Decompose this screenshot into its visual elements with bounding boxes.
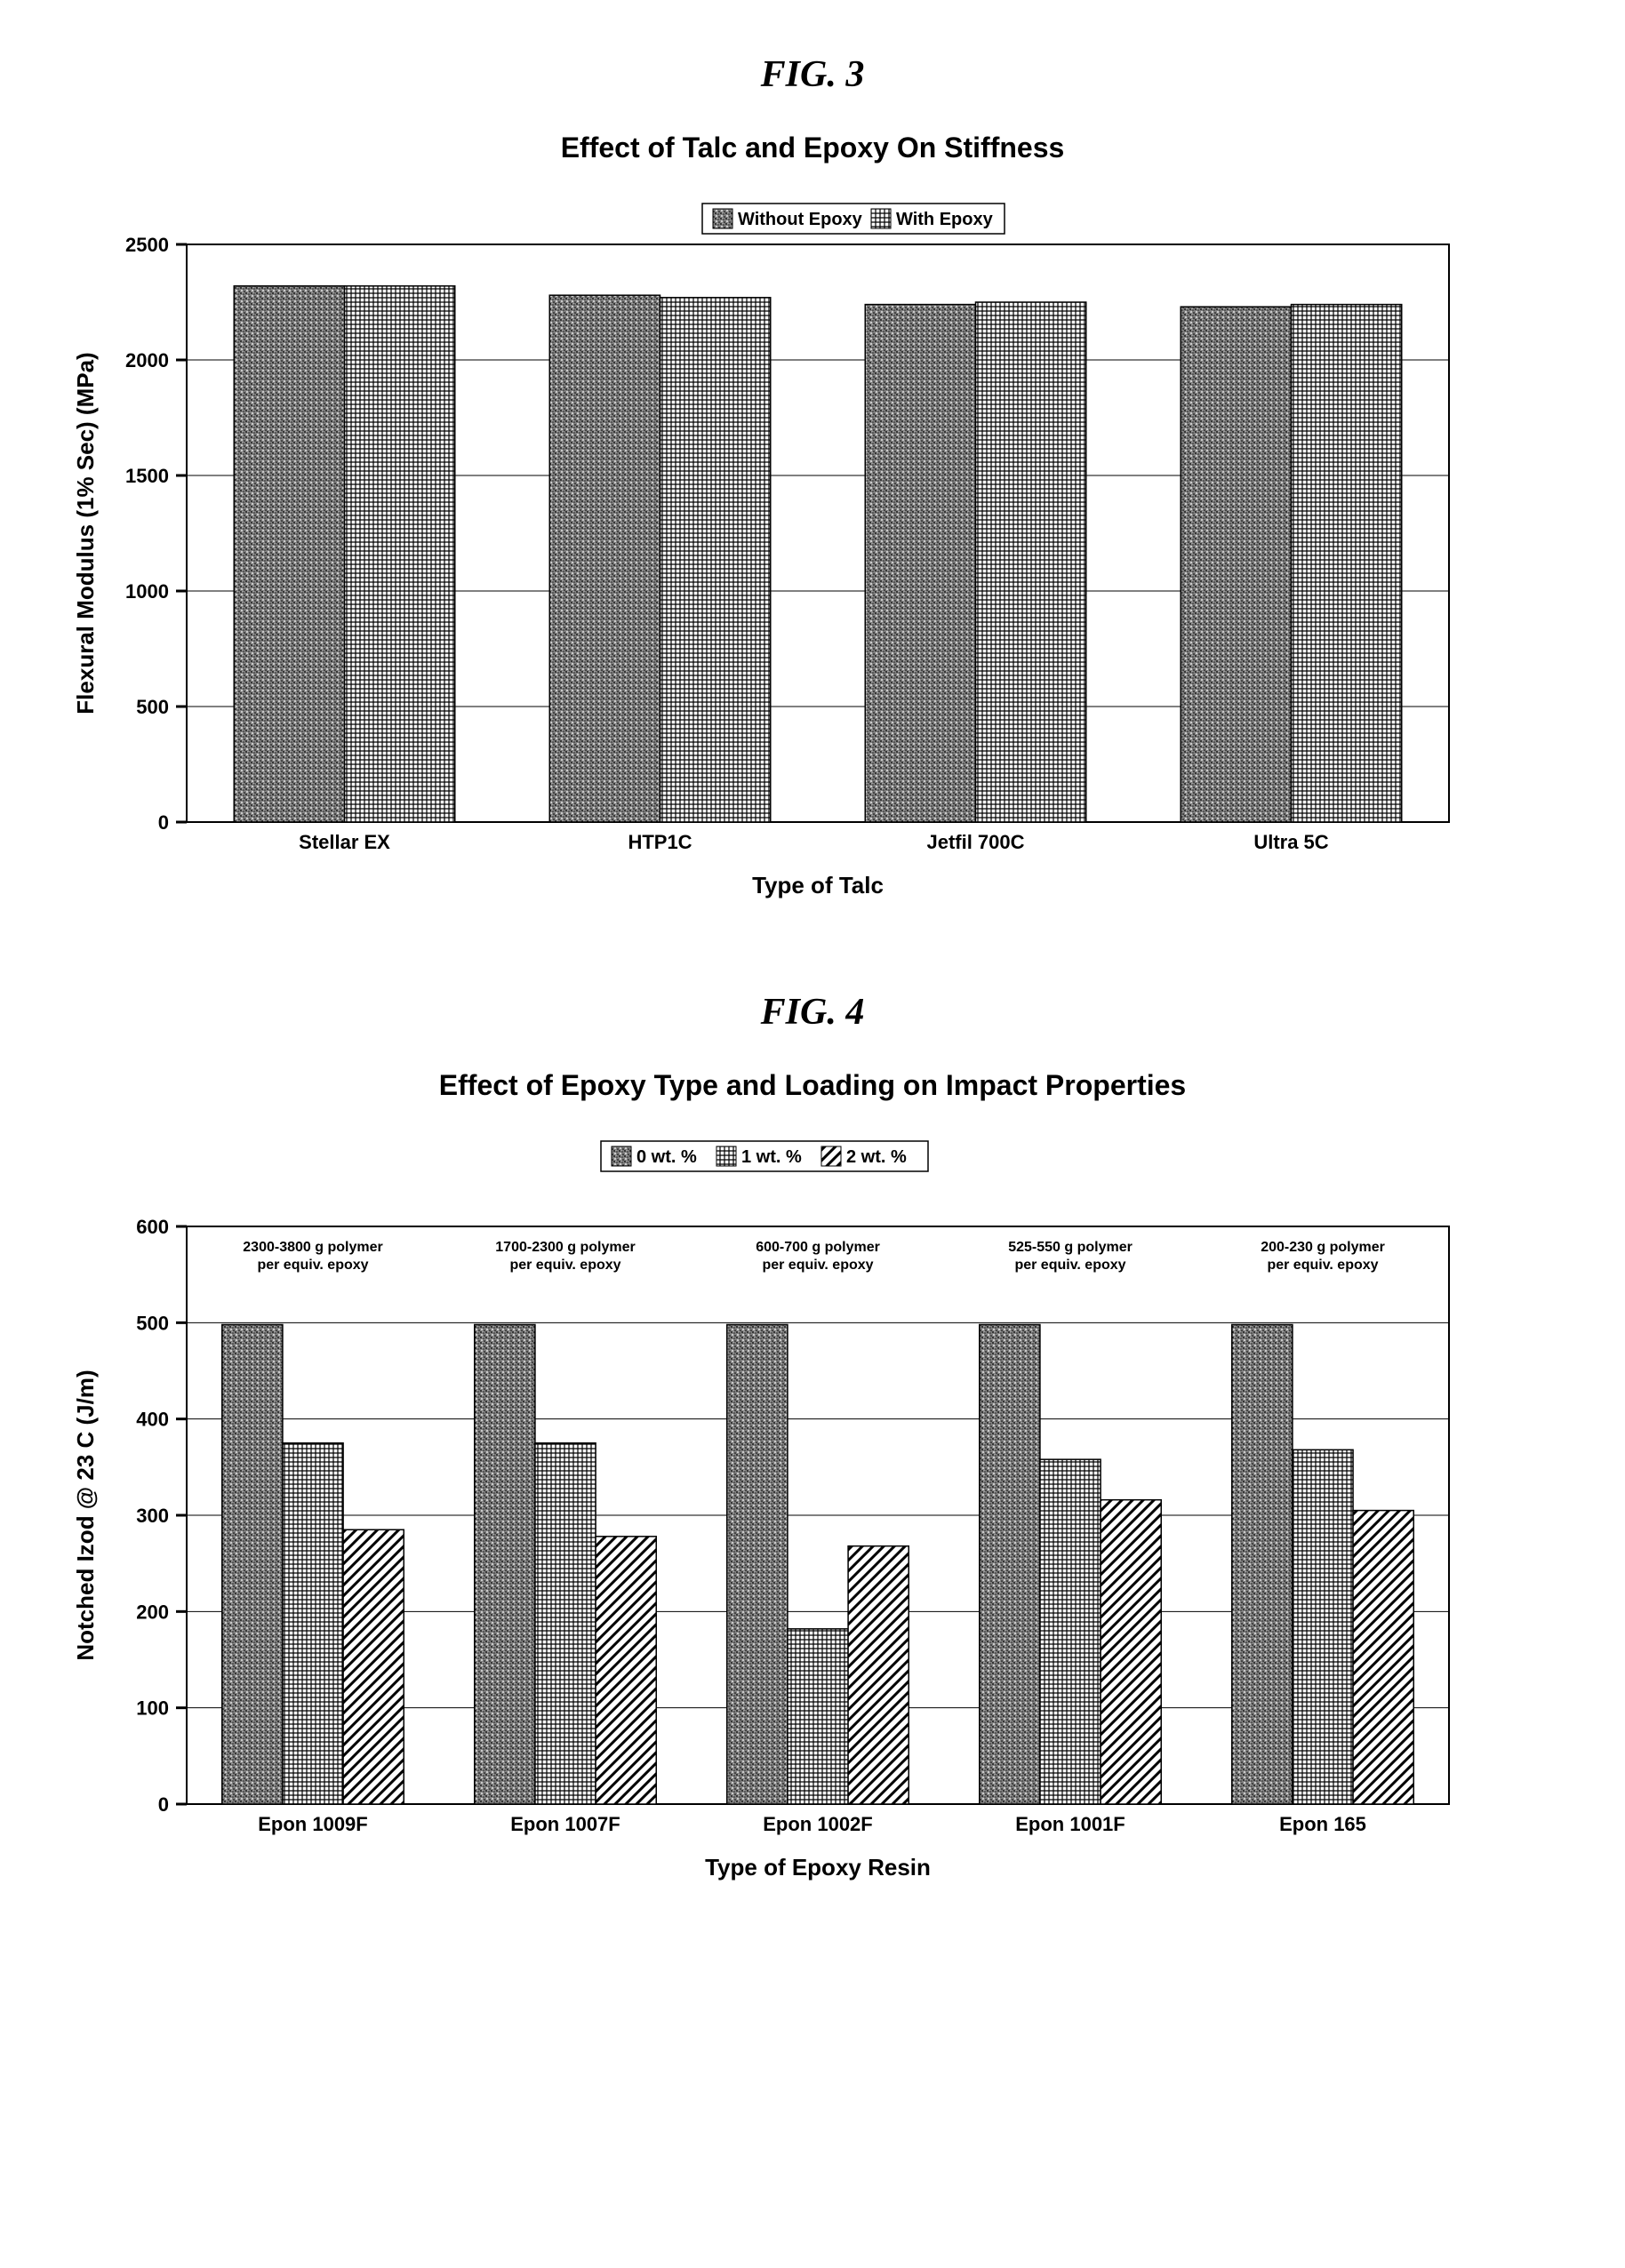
- svg-text:600: 600: [136, 1216, 169, 1238]
- svg-text:300: 300: [136, 1505, 169, 1527]
- bar: [1353, 1511, 1413, 1804]
- legend-label: Without Epoxy: [738, 210, 863, 229]
- bar: [848, 1546, 909, 1804]
- category-label: Jetfil 700C: [926, 831, 1024, 853]
- annotation: 600-700 g polymer: [756, 1240, 880, 1255]
- legend-label: 0 wt. %: [636, 1147, 697, 1167]
- bar: [660, 298, 771, 822]
- legend-label: 1 wt. %: [741, 1147, 802, 1167]
- bar: [475, 1325, 535, 1805]
- category-label: Epon 1001F: [1015, 1813, 1125, 1835]
- x-axis-label: Type of Epoxy Resin: [705, 1854, 931, 1881]
- bar: [1232, 1325, 1293, 1805]
- bar: [788, 1629, 848, 1804]
- bar: [345, 286, 455, 822]
- category-label: Epon 165: [1279, 1813, 1366, 1835]
- y-axis-label: Flexural Modulus (1% Sec) (MPa): [72, 352, 99, 714]
- x-axis-label: Type of Talc: [752, 872, 884, 898]
- bar: [1040, 1459, 1101, 1804]
- category-label: Epon 1009F: [258, 1813, 367, 1835]
- svg-text:2000: 2000: [125, 349, 169, 371]
- fig4-title: Effect of Epoxy Type and Loading on Impa…: [53, 1069, 1572, 1102]
- svg-text:1000: 1000: [125, 580, 169, 603]
- legend-swatch: [612, 1146, 631, 1166]
- y-axis-label: Notched Izod @ 23 C (J/m): [72, 1370, 99, 1660]
- annotation: 1700-2300 g polymer: [495, 1240, 635, 1255]
- svg-text:400: 400: [136, 1409, 169, 1431]
- category-label: Epon 1007F: [510, 1813, 620, 1835]
- bar: [865, 305, 975, 822]
- legend-swatch: [871, 209, 891, 228]
- category-label: Stellar EX: [299, 831, 390, 853]
- svg-text:1500: 1500: [125, 465, 169, 487]
- annotation: 525-550 g polymer: [1008, 1240, 1133, 1255]
- bar: [976, 302, 1086, 822]
- bar: [1101, 1500, 1161, 1804]
- legend-label: With Epoxy: [896, 210, 994, 229]
- category-label: Epon 1002F: [763, 1813, 872, 1835]
- bar: [535, 1443, 596, 1804]
- bar: [222, 1325, 283, 1805]
- svg-text:0: 0: [158, 811, 169, 834]
- annotation: 200-230 g polymer: [1261, 1240, 1385, 1255]
- legend-label: 2 wt. %: [846, 1147, 907, 1167]
- svg-text:100: 100: [136, 1697, 169, 1720]
- svg-text:200: 200: [136, 1601, 169, 1623]
- annotation: per equiv. epoxy: [257, 1258, 368, 1273]
- bar: [1181, 307, 1291, 822]
- annotation: per equiv. epoxy: [1267, 1258, 1378, 1273]
- category-label: Ultra 5C: [1253, 831, 1328, 853]
- fig3-title: Effect of Talc and Epoxy On Stiffness: [53, 132, 1572, 164]
- bar: [1292, 305, 1402, 822]
- fig4-label: FIG. 4: [53, 991, 1572, 1034]
- bar: [343, 1529, 404, 1804]
- svg-text:500: 500: [136, 696, 169, 718]
- bar: [549, 295, 660, 822]
- svg-text:2500: 2500: [125, 234, 169, 256]
- annotation: 2300-3800 g polymer: [243, 1240, 382, 1255]
- svg-text:500: 500: [136, 1312, 169, 1334]
- legend-swatch: [821, 1146, 841, 1166]
- legend-swatch: [716, 1146, 736, 1166]
- bar: [234, 286, 344, 822]
- fig3-label: FIG. 3: [53, 53, 1572, 96]
- bar: [727, 1325, 788, 1805]
- annotation: per equiv. epoxy: [509, 1258, 620, 1273]
- legend-swatch: [713, 209, 732, 228]
- fig4-chart: 0 100 200 300 400 500 600 Epon 1009F 2300-3800 g…: [53, 1129, 1572, 1902]
- category-label: HTP1C: [628, 831, 692, 853]
- annotation: per equiv. epoxy: [762, 1258, 873, 1273]
- svg-text:0: 0: [158, 1793, 169, 1816]
- bar: [283, 1443, 343, 1804]
- bar: [596, 1537, 656, 1804]
- annotation: per equiv. epoxy: [1014, 1258, 1125, 1273]
- fig3-chart: 0 500 1000 1500 2000 2500 Stellar EX HTP1C Jetfi…: [53, 191, 1572, 920]
- bar: [980, 1325, 1040, 1805]
- bar: [1293, 1449, 1353, 1804]
